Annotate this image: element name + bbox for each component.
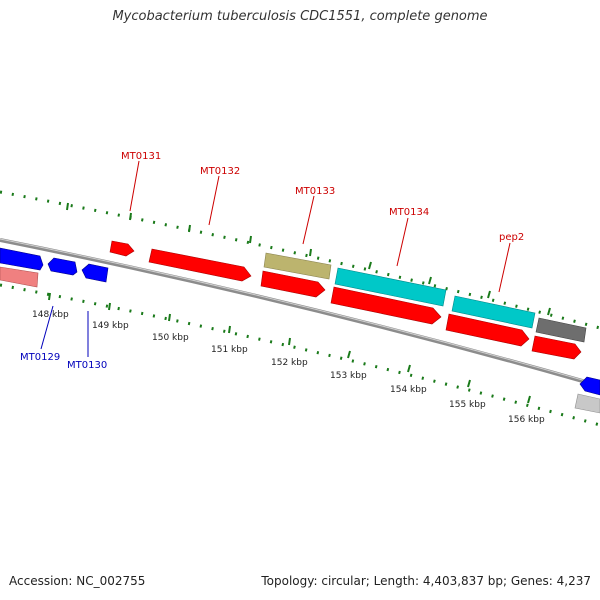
- gene-MT0129[interactable]: [0, 247, 44, 271]
- kbp-label: 151 kbp: [211, 345, 248, 355]
- kbp-label: 156 kbp: [508, 415, 545, 425]
- gene-MT0130[interactable]: [47, 257, 78, 276]
- gene-lightgray[interactable]: [574, 393, 600, 414]
- reverse-gene-labels: MT0129 MT0130: [20, 305, 107, 371]
- gene-label-MT0131[interactable]: MT0131: [121, 151, 161, 162]
- gene-label-MT0133[interactable]: MT0133: [295, 186, 335, 197]
- genome-stats-text: Topology: circular; Length: 4,403,837 bp…: [261, 574, 591, 588]
- inner-major-ticks: [48, 292, 531, 404]
- gene-label-MT0130[interactable]: MT0130: [67, 360, 107, 371]
- kbp-label: 155 kbp: [449, 400, 486, 410]
- kbp-label: 154 kbp: [390, 385, 427, 395]
- inner-tick-ring: [0, 283, 600, 427]
- gene-blue-right[interactable]: [579, 376, 600, 396]
- forward-genes: [109, 240, 587, 360]
- outer-major-ticks: [66, 202, 551, 316]
- gene-red-lower-1[interactable]: [260, 270, 326, 298]
- gene-MT0133[interactable]: [263, 252, 332, 280]
- backbone-line-highlight: [0, 238, 600, 386]
- reverse-genes: [0, 247, 600, 414]
- leader-line-MT0131: [129, 160, 140, 212]
- kbp-label: 153 kbp: [330, 371, 367, 381]
- gene-salmon[interactable]: [0, 266, 39, 288]
- inner-tick-dots: [0, 283, 600, 427]
- kbp-label: 150 kbp: [152, 333, 189, 343]
- leader-line-MT0129: [40, 305, 54, 350]
- gene-MT0132[interactable]: [148, 248, 252, 282]
- outer-tick-ring: [0, 190, 600, 330]
- gene-gray-1[interactable]: [535, 317, 587, 343]
- gene-label-pep2[interactable]: pep2: [499, 232, 524, 243]
- forward-gene-labels: MT0131 MT0132 MT0133 MT0134 pep2: [121, 151, 524, 293]
- gene-label-MT0129[interactable]: MT0129: [20, 352, 60, 363]
- backbone-line-outer: [0, 238, 600, 388]
- kbp-label: 149 kbp: [92, 321, 129, 331]
- gene-label-MT0134[interactable]: MT0134: [389, 207, 429, 218]
- leader-line-pep2: [498, 242, 511, 293]
- map-title: Mycobacterium tuberculosis CDC1551, comp…: [112, 9, 488, 24]
- accession-text: Accession: NC_002755: [9, 574, 146, 588]
- leader-line-MT0132: [208, 175, 220, 226]
- gene-red-lower-3[interactable]: [445, 313, 530, 347]
- leader-line-MT0133: [302, 195, 315, 245]
- outer-tick-dots: [0, 190, 600, 330]
- genome-backbone: [0, 238, 600, 388]
- gene-red-lower-4[interactable]: [531, 335, 582, 360]
- gene-red-lower-2[interactable]: [330, 286, 442, 325]
- gene-MT0131[interactable]: [109, 240, 135, 257]
- gene-blue-3[interactable]: [81, 263, 109, 283]
- kbp-label: 152 kbp: [271, 358, 308, 368]
- gene-MT0134[interactable]: [334, 267, 447, 307]
- gene-label-MT0132[interactable]: MT0132: [200, 166, 240, 177]
- gene-pep2[interactable]: [451, 295, 536, 329]
- leader-line-MT0134: [396, 217, 409, 267]
